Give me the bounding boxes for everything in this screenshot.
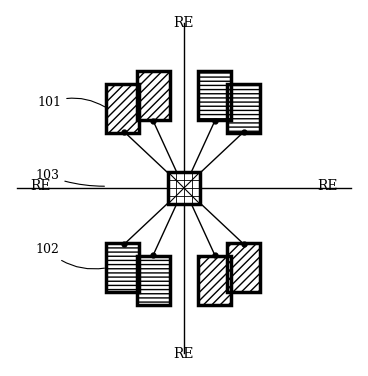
Bar <box>137 71 170 120</box>
Bar <box>106 243 139 292</box>
Bar <box>198 71 231 120</box>
Bar <box>106 243 139 292</box>
Bar <box>227 84 260 133</box>
Text: 102: 102 <box>35 243 105 269</box>
Bar <box>168 172 200 204</box>
Bar <box>198 71 231 120</box>
Bar <box>227 243 260 292</box>
Bar <box>137 71 170 120</box>
Bar <box>227 243 260 292</box>
Text: RE: RE <box>318 179 338 193</box>
Bar <box>106 84 139 133</box>
Bar <box>198 256 231 305</box>
Bar <box>198 256 231 305</box>
Bar <box>137 256 170 305</box>
Bar <box>137 71 170 120</box>
Text: 103: 103 <box>35 169 105 186</box>
Bar <box>137 256 170 305</box>
Text: RE: RE <box>174 347 194 361</box>
Text: 101: 101 <box>37 97 105 109</box>
Bar <box>227 84 260 133</box>
Bar <box>227 84 260 133</box>
Text: RE: RE <box>174 16 194 30</box>
Bar <box>106 84 139 133</box>
Bar <box>227 243 260 292</box>
Text: RE: RE <box>30 179 50 193</box>
Bar <box>137 256 170 305</box>
Bar <box>106 243 139 292</box>
Bar <box>106 84 139 133</box>
Bar <box>168 172 200 204</box>
Bar <box>198 71 231 120</box>
Bar <box>198 256 231 305</box>
